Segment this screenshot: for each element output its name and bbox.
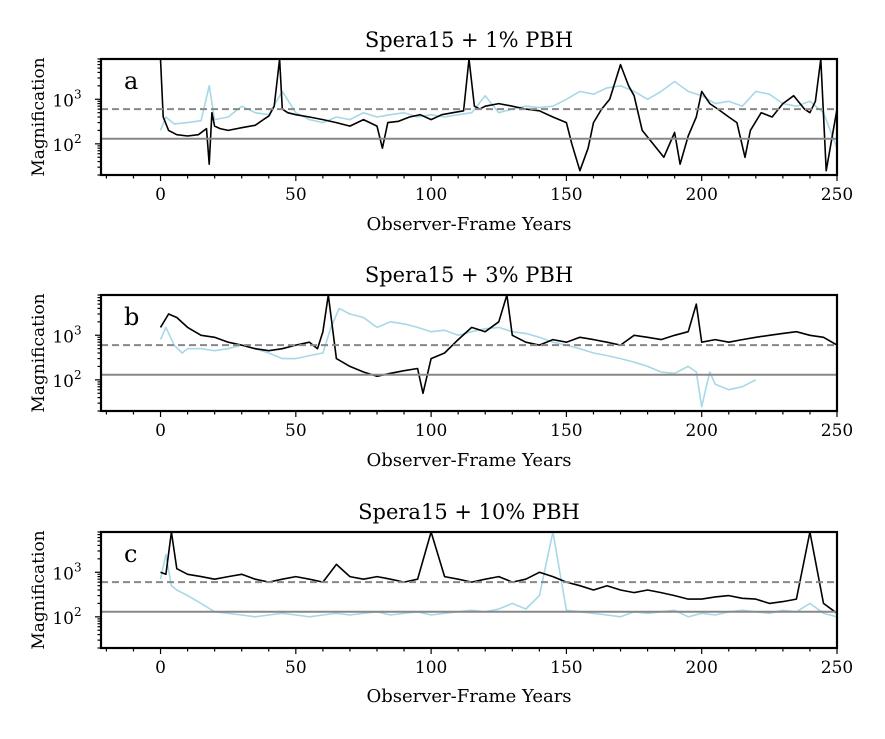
series-line-black	[160, 532, 837, 614]
y-axis-label: Magnification	[29, 530, 49, 649]
x-tick-label: 0	[155, 185, 166, 205]
plot-area	[159, 295, 837, 408]
chart-title: Spera15 + 3% PBH	[365, 263, 573, 287]
y-tick-exponent: 2	[74, 605, 82, 619]
y-tick-base: 10	[52, 564, 74, 584]
y-tick-exponent: 3	[74, 87, 82, 101]
y-tick-exponent: 2	[74, 132, 82, 146]
x-axis-label: Observer-Frame Years	[366, 686, 571, 707]
x-tick-label: 150	[550, 421, 582, 441]
series-line-light-blue	[159, 80, 837, 149]
plot-frame	[99, 530, 839, 650]
series-line-black	[159, 295, 837, 395]
x-tick-label: 50	[285, 421, 307, 441]
x-tick-label: 200	[685, 185, 717, 205]
x-tick-label: 50	[285, 658, 307, 678]
series-line-black	[159, 59, 837, 172]
y-tick-label: 103	[52, 87, 81, 111]
y-tick-base: 10	[52, 372, 74, 392]
x-axis-label: Observer-Frame Years	[366, 214, 571, 235]
x-tick-label: 100	[415, 185, 447, 205]
y-tick-base: 10	[52, 91, 74, 111]
plot-area	[159, 59, 837, 172]
y-tick-label: 103	[52, 323, 81, 347]
x-tick-label: 150	[550, 185, 582, 205]
y-tick-label: 102	[52, 132, 81, 156]
x-tick-label: 150	[550, 658, 582, 678]
x-tick-label: 100	[415, 658, 447, 678]
x-tick-label: 0	[155, 421, 166, 441]
y-axis-label: Magnification	[29, 293, 49, 412]
y-tick-label: 102	[52, 368, 81, 392]
y-tick-base: 10	[52, 327, 74, 347]
y-tick-label: 102	[52, 605, 81, 629]
panel-letter: b	[124, 303, 139, 331]
x-tick-label: 50	[285, 185, 307, 205]
y-axis-label: Magnification	[29, 57, 49, 176]
panel-letter: a	[124, 67, 138, 95]
x-tick-label: 200	[685, 421, 717, 441]
series-line-light-blue	[159, 532, 837, 618]
y-tick-exponent: 2	[74, 368, 82, 382]
panel-letter: c	[124, 540, 137, 568]
plot-area	[159, 532, 837, 618]
plot-frame	[99, 293, 839, 413]
series-line-light-blue	[159, 307, 757, 408]
y-tick-exponent: 3	[74, 323, 82, 337]
x-tick-label: 250	[821, 658, 853, 678]
x-tick-label: 250	[821, 185, 853, 205]
x-tick-label: 200	[685, 658, 717, 678]
x-tick-label: 250	[821, 421, 853, 441]
y-tick-exponent: 3	[74, 560, 82, 574]
x-tick-label: 100	[415, 421, 447, 441]
x-axis-label: Observer-Frame Years	[366, 450, 571, 471]
chart-title: Spera15 + 10% PBH	[358, 500, 580, 524]
y-tick-base: 10	[52, 609, 74, 629]
x-tick-label: 0	[155, 658, 166, 678]
chart-title: Spera15 + 1% PBH	[365, 28, 573, 52]
y-tick-label: 103	[52, 560, 81, 584]
y-tick-base: 10	[52, 136, 74, 156]
